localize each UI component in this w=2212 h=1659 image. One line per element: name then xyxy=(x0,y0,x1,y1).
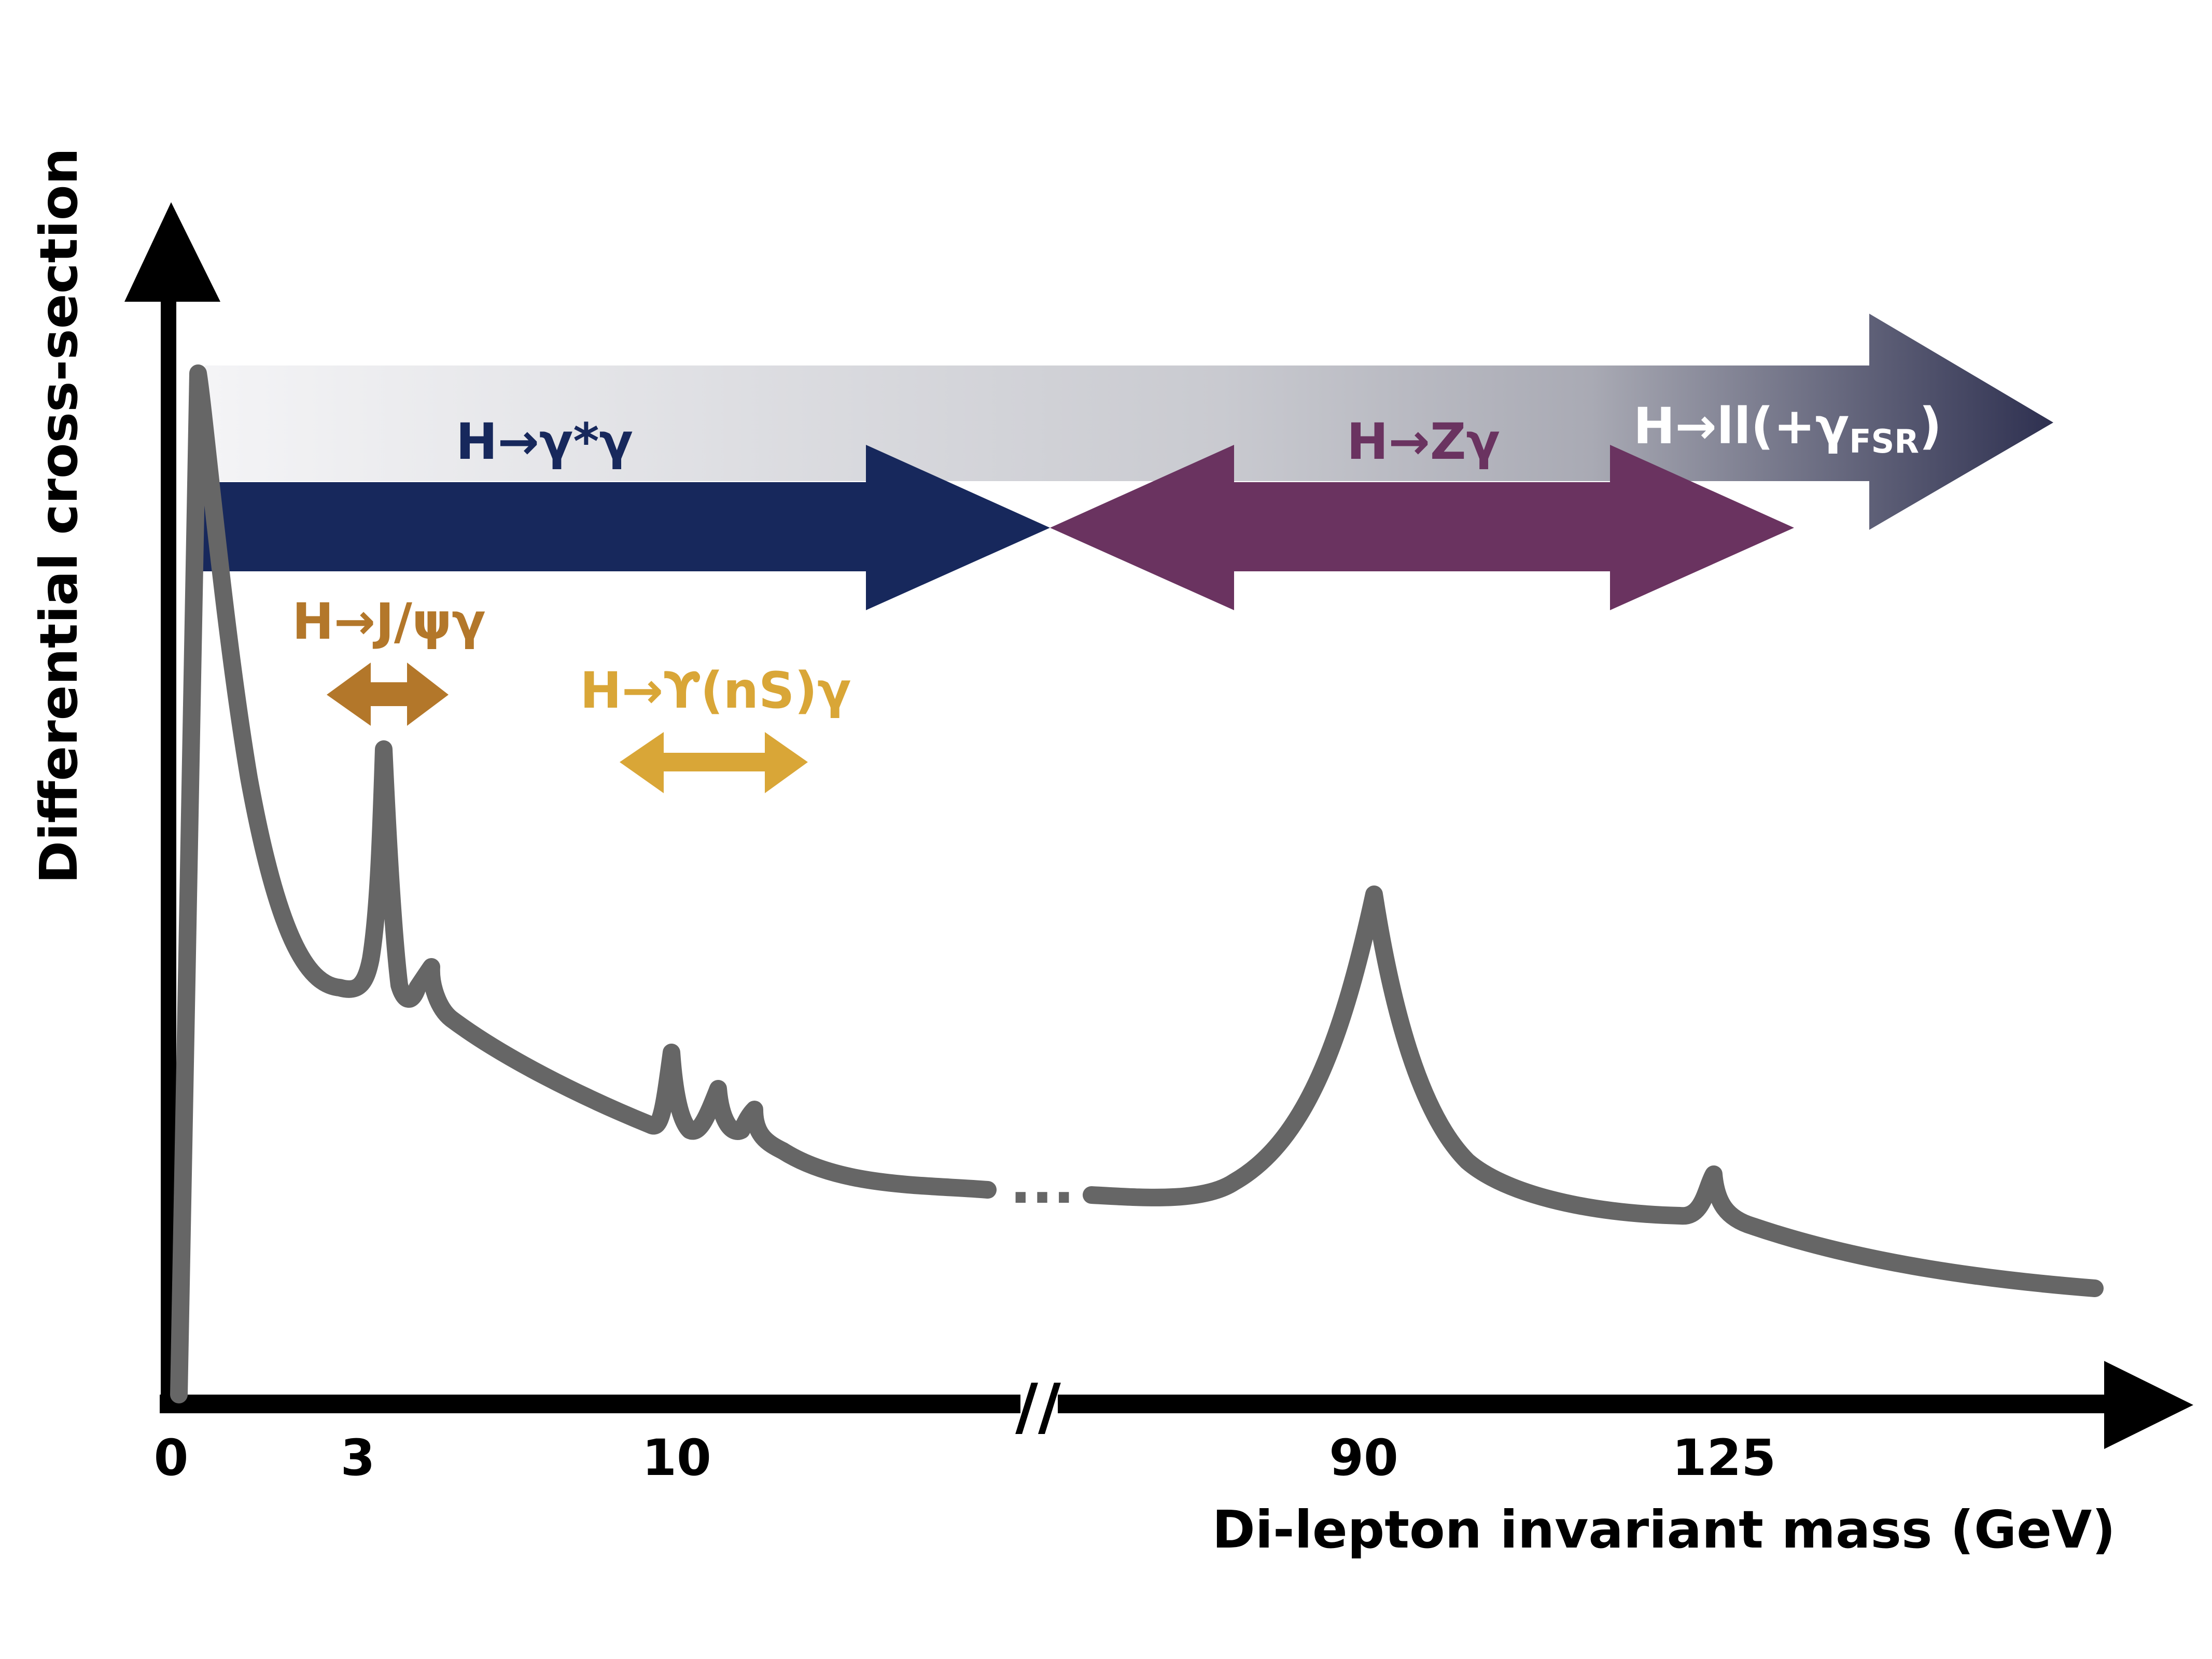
upsilon-arrow xyxy=(620,732,808,793)
x-axis-arrowhead xyxy=(2104,1361,2193,1449)
x-tick-label: 90 xyxy=(1329,1429,1398,1487)
ll-fsr-label-subscript: FSR xyxy=(1849,423,1919,460)
jpsi-arrow xyxy=(327,663,449,726)
ll-fsr-label-close: ) xyxy=(1919,397,1942,455)
x-tick-label: 10 xyxy=(642,1429,711,1487)
x-axis-line-left xyxy=(160,1395,1020,1413)
x-tick-label: 125 xyxy=(1672,1429,1776,1487)
y-axis-title: Differential cross-section xyxy=(29,148,89,884)
y-axis xyxy=(124,202,220,1402)
y-axis-arrowhead xyxy=(124,202,220,302)
z-gamma-arrow xyxy=(1050,445,1794,610)
gamma-star-gamma-label: H→γ*γ xyxy=(456,413,633,471)
process-arrows xyxy=(194,314,2053,793)
gamma-star-gamma-arrow xyxy=(194,445,1050,610)
curve-break-dots: ... xyxy=(1010,1150,1074,1216)
ll-fsr-label: H→ll(+γFSR) xyxy=(1633,397,1942,460)
mass-spectrum-curve xyxy=(170,364,2104,1403)
jpsi-label: H→J/ψγ xyxy=(292,593,485,651)
upsilon-label: H→ϒ(nS)γ xyxy=(580,662,851,720)
x-axis-title: Di-lepton invariant mass (GeV) xyxy=(1212,1499,2116,1560)
x-tick-labels: 0 3 10 90 125 xyxy=(154,1429,1776,1487)
x-axis: // xyxy=(160,1361,2193,1449)
x-axis-line-right xyxy=(1058,1395,2110,1413)
curve-high-mass-segment xyxy=(1083,885,2104,1297)
process-labels: H→γ*γ H→Zγ H→ll(+γFSR) H→J/ψγ H→ϒ(nS)γ xyxy=(292,397,1942,720)
curve-low-mass-segment xyxy=(170,364,997,1403)
ll-fsr-label-base: H→ll(+γ xyxy=(1633,397,1849,455)
ll-fsr-arrow xyxy=(205,314,2053,530)
axis-break-mark: // xyxy=(1015,1371,1061,1443)
x-tick-label: 0 xyxy=(154,1429,189,1487)
z-gamma-label: H→Zγ xyxy=(1347,413,1500,471)
x-tick-label: 3 xyxy=(341,1429,375,1487)
